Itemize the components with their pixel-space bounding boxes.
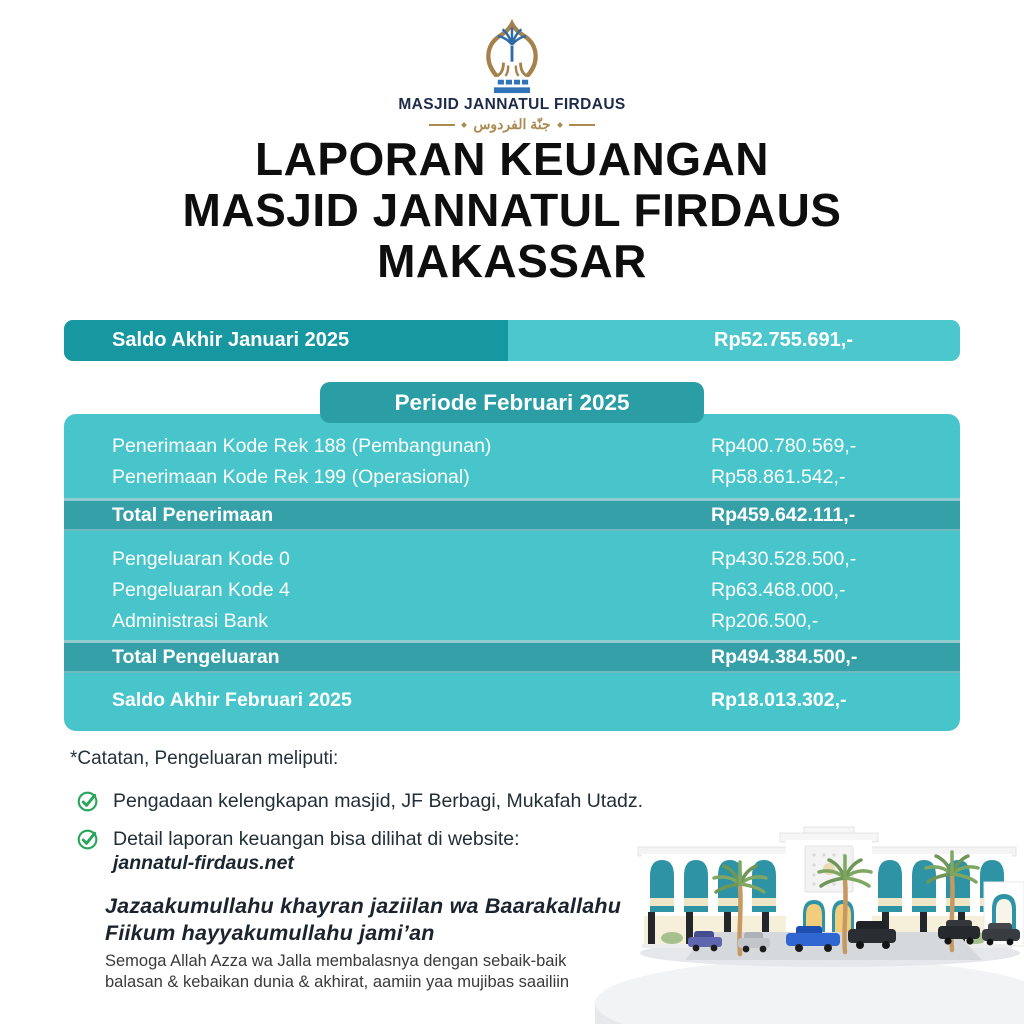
income-row-label: Penerimaan Kode Rek 188 (Pembangunan) xyxy=(112,435,492,457)
dua-sub-1: Semoga Allah Azza wa Jalla membalasnya d… xyxy=(105,952,567,970)
gold-diamond-right xyxy=(556,121,563,128)
closing-balance-row: Saldo Akhir Februari 2025 Rp18.013.302,- xyxy=(64,679,960,721)
dua-line-2: Fiikum hayyakumullahu jami’an xyxy=(105,921,435,945)
note-text: Pengadaan kelengkapan masjid, JF Berbagi… xyxy=(113,790,644,812)
expense-total-value: Rp494.384.500,- xyxy=(711,646,858,668)
expense-row-label: Pengeluaran Kode 0 xyxy=(112,548,290,570)
mosque-dome-logo-icon xyxy=(486,18,538,94)
expense-row-label: Administrasi Bank xyxy=(112,610,269,632)
income-row-value: Rp400.780.569,- xyxy=(711,435,857,457)
opening-balance-label-bg xyxy=(64,320,508,361)
opening-balance-bar: Saldo Akhir Januari 2025 Rp52.755.691,- xyxy=(64,320,960,361)
period-badge: Periode Februari 2025 xyxy=(320,382,704,423)
opening-balance-value: Rp52.755.691,- xyxy=(714,329,853,351)
note-text: Detail laporan keuangan bisa dilihat di … xyxy=(113,827,520,875)
gold-line-right xyxy=(568,123,595,126)
title-line-3: MAKASSAR xyxy=(377,235,647,287)
mosque-illustration xyxy=(595,826,1024,1024)
income-total-label: Total Penerimaan xyxy=(112,504,274,526)
table-row: Penerimaan Kode Rek 199 (Operasional) Rp… xyxy=(64,462,960,493)
check-circle-icon xyxy=(77,790,100,818)
table-row: Pengeluaran Kode 4 Rp63.468.000,- xyxy=(64,575,960,606)
note-item: Pengadaan kelengkapan masjid, JF Berbagi… xyxy=(77,789,643,818)
title-line-1: LAPORAN KEUANGAN xyxy=(255,133,769,185)
note-text-line: Detail laporan keuangan bisa dilihat di … xyxy=(113,828,520,850)
notes-heading: *Catatan, Pengeluaran meliputi: xyxy=(70,748,339,769)
logo-title: MASJID JANNATUL FIRDAUS xyxy=(398,96,626,113)
website-link[interactable]: jannatul-firdaus.net xyxy=(113,852,294,874)
check-circle-icon xyxy=(77,828,100,856)
note-item: Detail laporan keuangan bisa dilihat di … xyxy=(77,827,520,875)
closing-balance-value: Rp18.013.302,- xyxy=(711,689,847,711)
title-line-2: MASJID JANNATUL FIRDAUS xyxy=(182,184,842,236)
income-total-value: Rp459.642.111,- xyxy=(711,504,856,526)
logo-arabic-row: جنّة الفردوس xyxy=(0,116,1024,133)
income-row-label: Penerimaan Kode Rek 199 (Operasional) xyxy=(112,466,470,488)
closing-balance-label: Saldo Akhir Februari 2025 xyxy=(112,689,352,711)
mosque-logo: MASJID JANNATUL FIRDAUS جنّة الفردوس xyxy=(0,18,1024,133)
income-row-value: Rp58.861.542,- xyxy=(711,466,846,488)
income-total-row: Total Penerimaan Rp459.642.111,- xyxy=(64,498,960,531)
page-title: LAPORAN KEUANGAN MASJID JANNATUL FIRDAUS… xyxy=(0,134,1024,287)
expense-row-value: Rp206.500,- xyxy=(711,610,819,632)
expense-row-value: Rp63.468.000,- xyxy=(711,579,846,601)
report-panel: Penerimaan Kode Rek 188 (Pembangunan) Rp… xyxy=(64,414,960,731)
expense-rows: Pengeluaran Kode 0 Rp430.528.500,- Penge… xyxy=(64,544,960,637)
expense-total-label: Total Pengeluaran xyxy=(112,646,280,668)
expense-row-value: Rp430.528.500,- xyxy=(711,548,857,570)
dua-sub-2: balasan & kebaikan dunia & akhirat, aami… xyxy=(105,973,570,991)
logo-arabic-text: جنّة الفردوس xyxy=(473,116,551,132)
table-row: Penerimaan Kode Rek 188 (Pembangunan) Rp… xyxy=(64,431,960,462)
table-row: Pengeluaran Kode 0 Rp430.528.500,- xyxy=(64,544,960,575)
expense-row-label: Pengeluaran Kode 4 xyxy=(112,579,290,601)
dua-line-1: Jazaakumullahu khayran jaziilan wa Baara… xyxy=(105,894,622,918)
expense-total-row: Total Pengeluaran Rp494.384.500,- xyxy=(64,640,960,673)
dua-block: Jazaakumullahu khayran jaziilan wa Baara… xyxy=(105,893,621,993)
gold-diamond-left xyxy=(461,121,468,128)
table-row: Administrasi Bank Rp206.500,- xyxy=(64,606,960,637)
opening-balance-label: Saldo Akhir Januari 2025 xyxy=(112,329,350,351)
gold-line-left xyxy=(429,123,456,126)
